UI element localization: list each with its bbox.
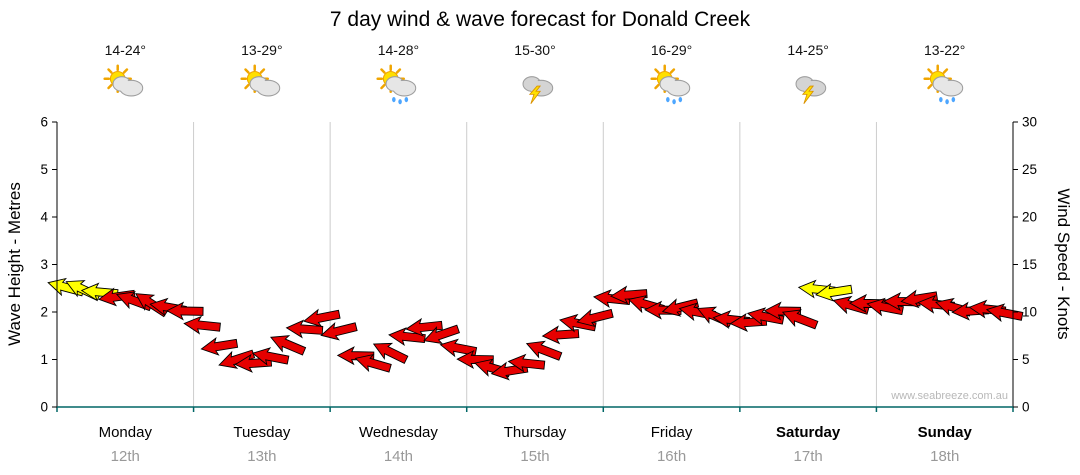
right-tick-label: 20	[1022, 210, 1037, 225]
day-temp-range: 14-25°	[787, 42, 829, 58]
sun-rain-icon	[376, 64, 417, 105]
left-tick-label: 6	[40, 115, 48, 130]
wind-arrow	[372, 342, 409, 364]
day-temp-range: 16-29°	[650, 42, 693, 58]
day-temp-range: 14-24°	[104, 42, 146, 58]
day-name-label: Saturday	[776, 424, 841, 441]
wind-arrow	[302, 308, 341, 328]
sun-rain-icon	[923, 64, 963, 105]
day-date-label: 15th	[520, 448, 549, 465]
wind-arrow	[576, 308, 614, 328]
day-name-label: Monday	[99, 424, 153, 441]
right-tick-label: 5	[1022, 352, 1030, 367]
right-tick-label: 15	[1022, 257, 1037, 272]
right-tick-label: 10	[1022, 305, 1037, 320]
wind-arrow	[200, 336, 239, 356]
partly-cloudy-icon	[240, 64, 281, 97]
day-header-thursday: 15-30°	[467, 42, 604, 111]
right-tick-label: 25	[1022, 162, 1037, 177]
left-tick-label: 5	[40, 162, 48, 177]
wind-arrow	[183, 315, 221, 335]
day-header-wednesday: 14-28°	[330, 42, 467, 111]
partly-cloudy-icon	[103, 64, 144, 97]
day-temp-range: 15-30°	[514, 42, 556, 58]
wind-arrow	[354, 353, 392, 373]
left-tick-label: 4	[40, 210, 48, 225]
wind-arrow	[439, 338, 478, 358]
day-name-label: Tuesday	[233, 424, 290, 441]
wind-arrow	[985, 303, 1024, 323]
wind-arrow	[815, 282, 853, 302]
right-tick-label: 30	[1022, 115, 1037, 130]
wind-arrow	[763, 301, 802, 321]
day-name-label: Friday	[651, 424, 693, 441]
watermark: www.seabreeze.com.au	[890, 390, 1008, 402]
day-date-label: 13th	[247, 448, 276, 465]
wind-arrow	[781, 309, 819, 330]
wind-arrow	[609, 285, 648, 305]
day-date-label: 16th	[657, 448, 686, 465]
day-date-label: 14th	[384, 448, 413, 465]
day-date-label: 18th	[930, 448, 959, 465]
wind-arrow	[525, 340, 563, 361]
wind-arrow	[507, 353, 546, 373]
day-header-sunday: 13-22°	[876, 42, 1013, 111]
sun-rain-icon	[650, 64, 690, 105]
left-tick-label: 0	[40, 400, 48, 415]
day-temp-range: 13-29°	[241, 42, 283, 58]
day-name-label: Thursday	[504, 424, 567, 441]
left-tick-label: 1	[40, 352, 48, 367]
day-header-tuesday: 13-29°	[194, 42, 331, 111]
day-header-saturday: 14-25°	[740, 42, 877, 111]
wind-arrow	[270, 335, 307, 356]
wind-arrow	[661, 298, 700, 317]
day-name-label: Wednesday	[359, 424, 438, 441]
storm-icon	[522, 76, 554, 104]
day-date-label: 17th	[794, 448, 823, 465]
right-tick-label: 0	[1022, 400, 1030, 415]
wind-arrow	[541, 325, 580, 345]
left-tick-label: 3	[40, 257, 48, 272]
page-title: 7 day wind & wave forecast for Donald Cr…	[329, 8, 751, 31]
wind-arrow	[166, 301, 204, 321]
wind-arrow	[336, 346, 375, 366]
wind-arrow	[423, 324, 461, 345]
day-date-label: 12th	[111, 448, 140, 465]
wind-arrow	[405, 317, 443, 337]
wind-arrow	[746, 307, 785, 326]
left-tick-label: 2	[40, 305, 48, 320]
day-header-friday: 16-29°	[603, 42, 740, 111]
day-temp-range: 14-28°	[377, 42, 420, 58]
day-header-monday: 14-24°	[57, 42, 194, 111]
wind-arrow	[866, 297, 904, 317]
wind-arrow	[900, 289, 939, 309]
wind-arrow	[456, 349, 494, 369]
wind-arrow	[251, 347, 290, 366]
storm-icon	[795, 76, 827, 104]
day-temp-range: 13-22°	[924, 42, 966, 58]
wind-arrow	[218, 349, 256, 369]
day-name-label: Sunday	[918, 424, 973, 441]
wind-arrow	[320, 322, 358, 341]
